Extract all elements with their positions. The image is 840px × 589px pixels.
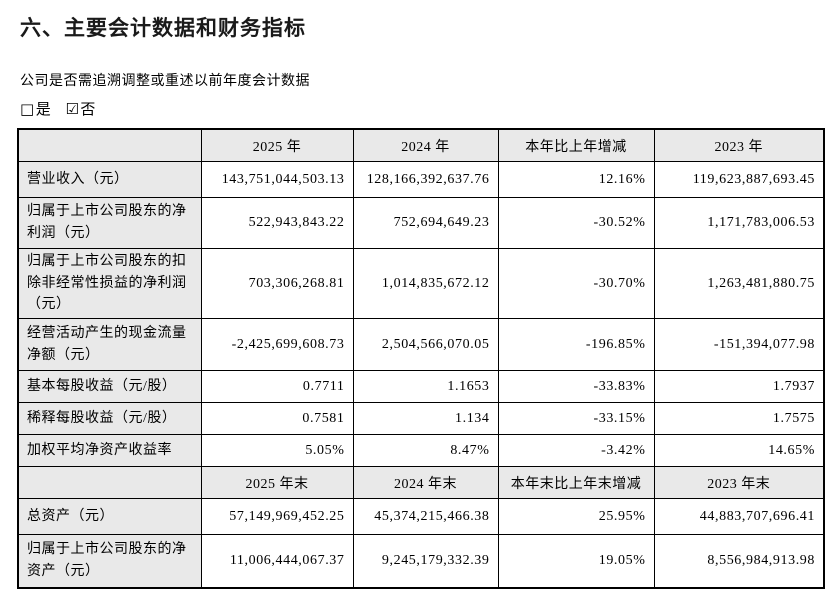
header-cell-2024-end: 2024 年末 [352, 466, 499, 500]
cell-value: 14.65% [653, 434, 825, 468]
cell-value: 2,504,566,070.05 [352, 318, 499, 372]
table-row-net-profit-excl-nonrecurring: 归属于上市公司股东的扣除非经常性损益的净利润（元） 703,306,268.81… [17, 247, 825, 320]
header-cell-2025-end: 2025 年末 [200, 466, 354, 500]
option-no-label: 否 [80, 102, 96, 118]
cell-value: 8,556,984,913.98 [653, 534, 825, 589]
table-row-net-profit: 归属于上市公司股东的净利润（元） 522,943,843.22 752,694,… [17, 197, 825, 249]
cell-value: -2,425,699,608.73 [200, 318, 354, 372]
table-row-total-assets: 总资产（元） 57,149,969,452.25 45,374,215,466.… [17, 498, 825, 536]
header-cell-blank [17, 128, 202, 162]
cell-value: 8.47% [352, 434, 499, 468]
cell-value: -33.83% [497, 370, 655, 404]
row-label: 总资产（元） [17, 498, 202, 536]
cell-value: 1,171,783,006.53 [653, 197, 825, 249]
cell-value: 119,623,887,693.45 [653, 161, 825, 198]
cell-value: 25.95% [497, 498, 655, 536]
header-cell-yoy-change: 本年比上年增减 [497, 128, 655, 162]
cell-value: 5.05% [200, 434, 354, 468]
table-row-weighted-avg-roe: 加权平均净资产收益率 5.05% 8.47% -3.42% 14.65% [17, 434, 825, 468]
row-label: 稀释每股收益（元/股） [17, 402, 202, 436]
cell-value: -196.85% [497, 318, 655, 372]
row-label: 归属于上市公司股东的净资产（元） [17, 534, 202, 589]
cell-value: -30.70% [497, 247, 655, 320]
cell-value: 9,245,179,332.39 [352, 534, 499, 589]
cell-value: 1.134 [352, 402, 499, 436]
header-cell-2025: 2025 年 [200, 128, 354, 162]
cell-value: 44,883,707,696.41 [653, 498, 825, 536]
table-row-basic-eps: 基本每股收益（元/股） 0.7711 1.1653 -33.83% 1.7937 [17, 370, 825, 404]
cell-value: 19.05% [497, 534, 655, 589]
cell-value: 1.7937 [653, 370, 825, 404]
cell-value: 522,943,843.22 [200, 197, 354, 249]
table-row-operating-cash-flow: 经营活动产生的现金流量净额（元） -2,425,699,608.73 2,504… [17, 318, 825, 372]
options-line: □是 ☑否 [20, 98, 106, 119]
cell-value: 143,751,044,503.13 [200, 161, 354, 198]
cell-value: 57,149,969,452.25 [200, 498, 354, 536]
header-cell-2023: 2023 年 [653, 128, 825, 162]
row-label: 归属于上市公司股东的净利润（元） [17, 197, 202, 249]
cell-value: 752,694,649.23 [352, 197, 499, 249]
cell-value: 1.7575 [653, 402, 825, 436]
table-row-net-assets: 归属于上市公司股东的净资产（元） 11,006,444,067.37 9,245… [17, 534, 825, 589]
cell-value: 703,306,268.81 [200, 247, 354, 320]
cell-value: 11,006,444,067.37 [200, 534, 354, 589]
cell-value: -3.42% [497, 434, 655, 468]
row-label: 加权平均净资产收益率 [17, 434, 202, 468]
header-cell-2024: 2024 年 [352, 128, 499, 162]
checkbox-checked-icon: ☑ [65, 100, 80, 118]
header-cell-yoy-end-change: 本年末比上年末增减 [497, 466, 655, 500]
table-row-revenue: 营业收入（元） 143,751,044,503.13 128,166,392,6… [17, 161, 825, 198]
cell-value: -30.52% [497, 197, 655, 249]
option-yes-label: 是 [35, 102, 52, 118]
row-label: 归属于上市公司股东的扣除非经常性损益的净利润（元） [17, 247, 202, 320]
cell-value: 12.16% [497, 161, 655, 198]
table-header-row-year-end: 2025 年末 2024 年末 本年末比上年末增减 2023 年末 [17, 466, 825, 500]
header-cell-2023-end: 2023 年末 [653, 466, 825, 500]
cell-value: 128,166,392,637.76 [352, 161, 499, 198]
cell-value: -33.15% [497, 402, 655, 436]
header-cell-blank [17, 466, 202, 500]
option-no: ☑否 [65, 100, 96, 118]
cell-value: -151,394,077.98 [653, 318, 825, 372]
cell-value: 1,014,835,672.12 [352, 247, 499, 320]
table-header-row-year: 2025 年 2024 年 本年比上年增减 2023 年 [17, 128, 825, 162]
row-label: 基本每股收益（元/股） [17, 370, 202, 404]
section-title: 六、主要会计数据和财务指标 [20, 17, 306, 40]
cell-value: 0.7581 [200, 402, 354, 436]
row-label: 营业收入（元） [17, 161, 202, 198]
cell-value: 45,374,215,466.38 [352, 498, 499, 536]
financial-indicators-table: 2025 年 2024 年 本年比上年增减 2023 年 营业收入（元） 143… [17, 128, 825, 589]
restatement-question: 公司是否需追溯调整或重述以前年度会计数据 [20, 74, 310, 89]
cell-value: 1.1653 [352, 370, 499, 404]
table-row-diluted-eps: 稀释每股收益（元/股） 0.7581 1.134 -33.15% 1.7575 [17, 402, 825, 436]
option-yes: □是 [20, 100, 52, 118]
cell-value: 0.7711 [200, 370, 354, 404]
cell-value: 1,263,481,880.75 [653, 247, 825, 320]
row-label: 经营活动产生的现金流量净额（元） [17, 318, 202, 372]
checkbox-unchecked-icon: □ [20, 100, 35, 118]
